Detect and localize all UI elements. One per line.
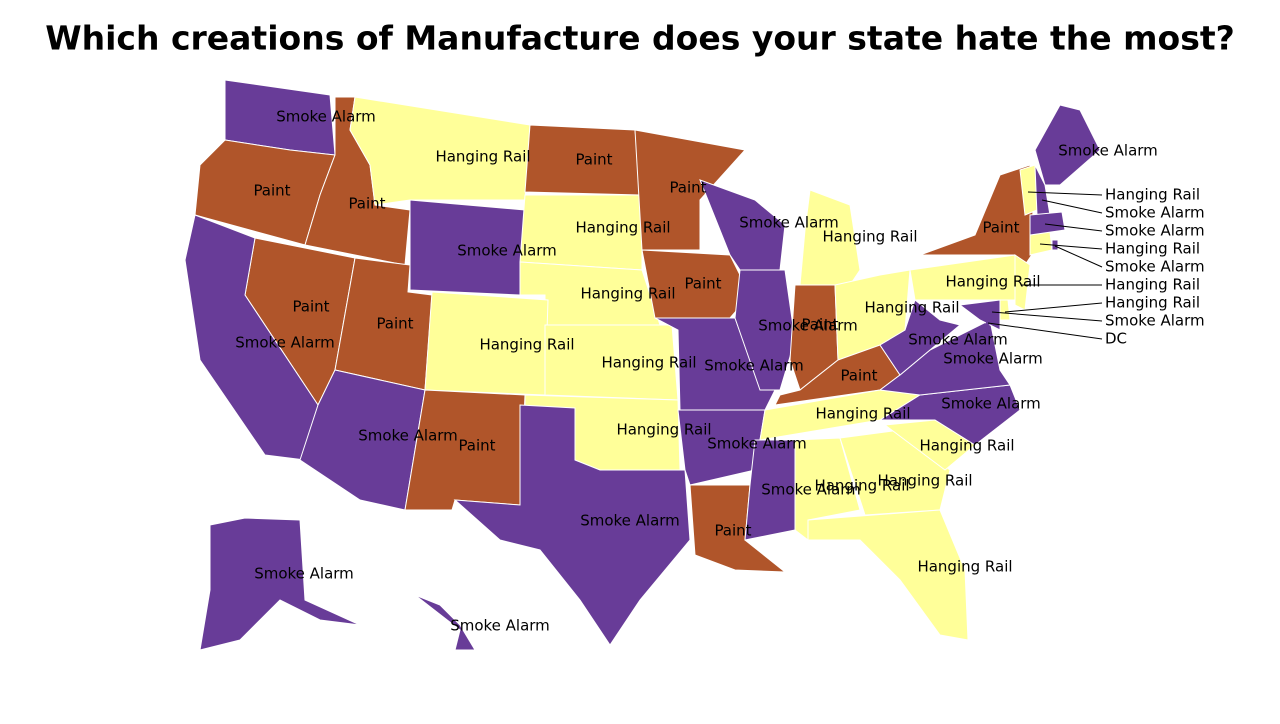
state-label: Smoke Alarm [276,108,376,126]
state-label: Hanging Rail [1105,294,1200,312]
state-label: Paint [376,315,413,333]
state-label: Hanging Rail [945,273,1040,291]
state-label: Paint [714,522,751,540]
state-label: Hanging Rail [815,405,910,423]
state-label: Smoke Alarm [235,334,335,352]
state-label: Paint [575,151,612,169]
state-label: Paint [801,316,838,334]
leader-line [1039,243,1103,250]
state-label: Hanging Rail [864,299,959,317]
state-label: Hanging Rail [877,472,972,490]
state-label: Paint [684,275,721,293]
state-label: Hanging Rail [814,477,909,495]
state-label: Paint [348,195,385,213]
state-label: Hanging Rail [1105,186,1200,204]
state-label: Smoke Alarm [1058,142,1158,160]
state-label: Smoke Alarm [1105,204,1205,222]
state [1029,231,1053,256]
leader-line [987,322,1103,340]
state [807,509,969,641]
state-label: Smoke Alarm [1105,222,1205,240]
leader-line [1004,302,1103,313]
state-label: DC [1105,330,1127,348]
state-label: Paint [982,219,1019,237]
state [634,129,746,251]
leader-line [1041,199,1103,214]
leader-line [1027,191,1103,196]
state [958,299,1001,331]
state-label: Smoke Alarm [943,350,1043,368]
state-label: Paint [292,298,329,316]
state-label: Hanging Rail [1105,240,1200,258]
state-label: Smoke Alarm [450,617,550,635]
state-label: Paint [669,179,706,197]
state-label: Hanging Rail [919,437,1014,455]
state-label: Hanging Rail [822,228,917,246]
state-label: Smoke Alarm [457,242,557,260]
states [184,79,1101,651]
state-label: Smoke Alarm [254,565,354,583]
state-label: Smoke Alarm [358,427,458,445]
state [734,269,796,391]
state [453,404,691,646]
state-label: Paint [840,367,877,385]
state [414,594,476,651]
leader-line [991,311,1103,322]
state [999,299,1011,321]
state-label: Hanging Rail [479,336,574,354]
state-label: Smoke Alarm [707,435,807,453]
state-label: Smoke Alarm [739,214,839,232]
state-label: Paint [458,437,495,455]
state-label: Smoke Alarm [761,481,861,499]
state-label: Hanging Rail [580,285,675,303]
state-label: Hanging Rail [601,354,696,372]
state-label: Smoke Alarm [580,512,680,530]
state [199,517,361,651]
state-label: Hanging Rail [917,558,1012,576]
state-label: Smoke Alarm [758,317,858,335]
state [879,299,962,376]
leader-line [1054,245,1103,268]
leader-line [1044,223,1103,232]
state [1029,211,1066,236]
state-label: Hanging Rail [435,148,530,166]
state-label: Smoke Alarm [908,331,1008,349]
state [919,164,1036,266]
state-label: Smoke Alarm [941,395,1041,413]
map-title: Which creations of Manufacture does your… [45,19,1235,58]
state-label: Hanging Rail [575,219,670,237]
state-label: Smoke Alarm [704,357,804,375]
state-label: Paint [253,182,290,200]
state-label: Hanging Rail [616,421,711,439]
state [677,409,766,486]
state-label: Hanging Rail [1105,276,1200,294]
state-label: Smoke Alarm [1105,312,1205,330]
state-label: Smoke Alarm [1105,258,1205,276]
